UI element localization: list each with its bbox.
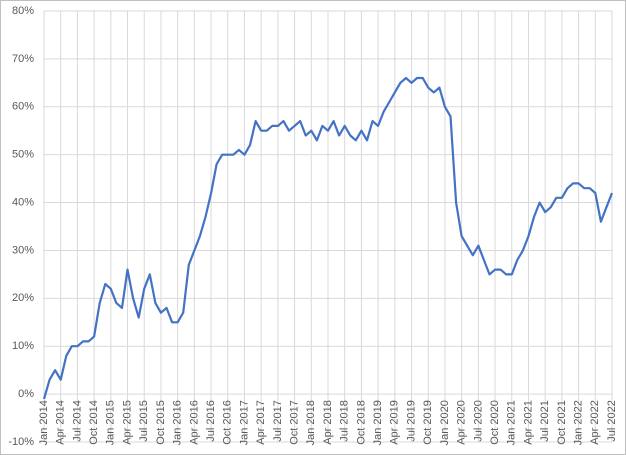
x-tick-label: Jan 2018	[305, 400, 317, 445]
x-tick-label: Jul 2016	[205, 400, 217, 442]
x-tick-label: Jan 2014	[38, 400, 50, 445]
x-tick-label: Jul 2021	[539, 400, 551, 442]
x-tick-label: Jan 2020	[439, 400, 451, 445]
x-tick-label: Apr 2015	[121, 400, 133, 445]
x-tick-label: Apr 2019	[389, 400, 401, 445]
x-tick-label: Oct 2018	[355, 400, 367, 445]
x-tick-label: Jan 2015	[105, 400, 117, 445]
x-tick-label: Apr 2020	[456, 400, 468, 445]
y-tick-label: -10%	[8, 436, 34, 448]
y-tick-label: 80%	[12, 5, 34, 17]
x-tick-label: Jul 2020	[472, 400, 484, 442]
y-tick-label: 20%	[12, 292, 34, 304]
x-tick-label: Jan 2022	[572, 400, 584, 445]
x-tick-label: Apr 2021	[522, 400, 534, 445]
x-tick-label: Jan 2021	[506, 400, 518, 445]
y-tick-label: 60%	[12, 101, 34, 113]
x-tick-label: Oct 2016	[222, 400, 234, 445]
x-tick-label: Jul 2018	[339, 400, 351, 442]
x-tick-label: Apr 2016	[188, 400, 200, 445]
x-tick-label: Apr 2018	[322, 400, 334, 445]
x-tick-label: Oct 2015	[155, 400, 167, 445]
x-tick-label: Jan 2017	[238, 400, 250, 445]
x-tick-label: Oct 2017	[288, 400, 300, 445]
x-tick-label: Jan 2019	[372, 400, 384, 445]
x-tick-label: Oct 2021	[556, 400, 568, 445]
x-tick-label: Jul 2017	[272, 400, 284, 442]
y-tick-label: 30%	[12, 244, 34, 256]
x-tick-label: Jul 2015	[138, 400, 150, 442]
x-tick-label: Jul 2019	[405, 400, 417, 442]
x-tick-label: Jan 2016	[172, 400, 184, 445]
x-tick-label: Oct 2014	[88, 400, 100, 445]
y-tick-label: 40%	[12, 196, 34, 208]
y-tick-label: 50%	[12, 149, 34, 161]
x-tick-label: Jul 2014	[71, 400, 83, 442]
y-tick-label: 70%	[12, 53, 34, 65]
x-tick-label: Oct 2019	[422, 400, 434, 445]
y-tick-label: 0%	[18, 388, 34, 400]
data-line	[42, 76, 614, 400]
x-tick-label: Jul 2022	[606, 400, 618, 442]
y-tick-label: 10%	[12, 340, 34, 352]
x-tick-label: Apr 2022	[589, 400, 601, 445]
x-tick-label: Oct 2020	[489, 400, 501, 445]
x-tick-label: Apr 2017	[255, 400, 267, 445]
x-tick-label: Apr 2014	[55, 400, 67, 445]
